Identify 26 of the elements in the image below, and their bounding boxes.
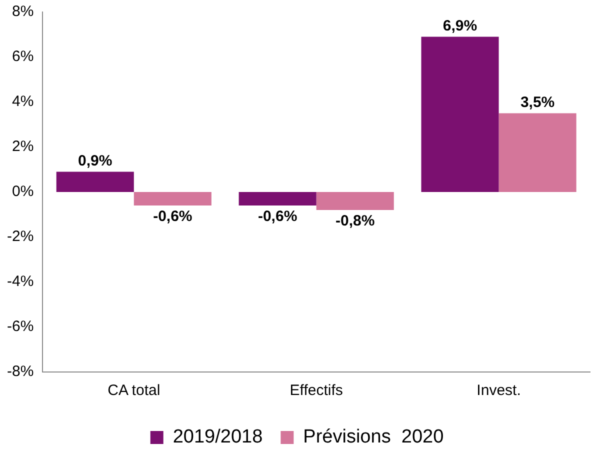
y-tick-label: -6% bbox=[6, 318, 34, 336]
data-label: -0,6% bbox=[153, 208, 192, 226]
data-label: -0,8% bbox=[336, 212, 375, 230]
x-tick-label: Invest. bbox=[476, 382, 521, 400]
y-tick-label: -4% bbox=[6, 273, 34, 290]
data-label: 3,5% bbox=[520, 94, 555, 111]
y-tick-label: -8% bbox=[6, 363, 34, 380]
data-label: 0,9% bbox=[78, 152, 112, 170]
x-tick-label: CA total bbox=[108, 382, 160, 400]
y-tick-label: 4% bbox=[12, 93, 34, 110]
y-tick-label: 8% bbox=[12, 3, 34, 20]
y-tick-label: 2% bbox=[12, 138, 34, 156]
y-tick-label: -2% bbox=[6, 228, 34, 246]
y-tick-label: 0% bbox=[12, 183, 34, 200]
bar bbox=[56, 172, 134, 192]
bar bbox=[134, 192, 212, 206]
data-label: -0,6% bbox=[258, 208, 298, 226]
data-label: 6,9% bbox=[442, 17, 478, 34]
legend-label: 2019/2018 bbox=[172, 426, 263, 448]
bar bbox=[421, 36, 499, 192]
y-tick-label: 6% bbox=[12, 48, 34, 66]
bar bbox=[316, 192, 394, 210]
x-tick-label: Effectifs bbox=[290, 382, 343, 400]
bar bbox=[498, 113, 576, 192]
legend-label: Prévisions 2020 bbox=[303, 426, 444, 448]
bar bbox=[238, 192, 316, 206]
